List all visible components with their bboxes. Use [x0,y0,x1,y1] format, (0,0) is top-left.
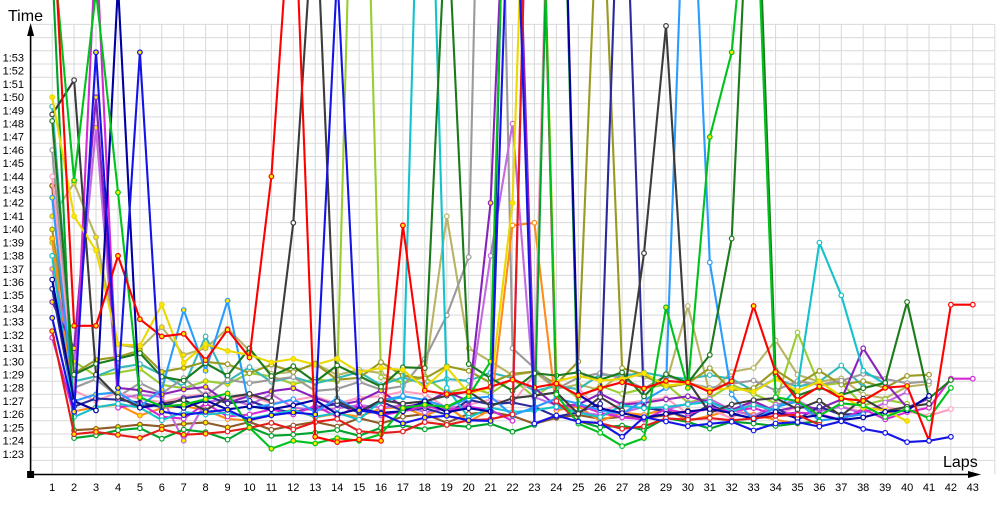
svg-text:23: 23 [528,482,540,494]
svg-text:1:51: 1:51 [3,79,24,91]
svg-text:17: 17 [397,482,409,494]
svg-text:29: 29 [660,482,672,494]
svg-text:18: 18 [419,482,431,494]
svg-text:1:25: 1:25 [3,422,24,434]
svg-text:31: 31 [704,482,716,494]
svg-text:1:31: 1:31 [3,343,24,355]
svg-text:1:49: 1:49 [3,105,24,117]
svg-text:1:45: 1:45 [3,158,24,170]
svg-text:1:24: 1:24 [3,436,24,448]
svg-text:33: 33 [747,482,759,494]
svg-text:1:43: 1:43 [3,185,24,197]
svg-text:1:52: 1:52 [3,66,24,78]
svg-text:Time: Time [8,8,43,25]
svg-text:1:46: 1:46 [3,145,24,157]
svg-text:8: 8 [203,482,209,494]
svg-text:1:38: 1:38 [3,251,24,263]
svg-text:15: 15 [353,482,365,494]
svg-text:38: 38 [857,482,869,494]
svg-text:1:53: 1:53 [3,52,24,64]
svg-text:42: 42 [945,482,957,494]
svg-text:5: 5 [137,482,143,494]
svg-text:12: 12 [287,482,299,494]
svg-text:19: 19 [441,482,453,494]
svg-text:1:23: 1:23 [3,449,24,461]
svg-text:Laps: Laps [943,454,978,471]
svg-text:1:33: 1:33 [3,317,24,329]
svg-text:1:41: 1:41 [3,211,24,223]
svg-text:9: 9 [225,482,231,494]
svg-text:1:42: 1:42 [3,198,24,210]
svg-text:1:37: 1:37 [3,264,24,276]
svg-text:1:28: 1:28 [3,383,24,395]
svg-text:7: 7 [181,482,187,494]
svg-text:40: 40 [901,482,913,494]
svg-text:1:29: 1:29 [3,370,24,382]
svg-text:2: 2 [71,482,77,494]
svg-text:1:30: 1:30 [3,356,24,368]
svg-text:1:26: 1:26 [3,409,24,421]
svg-text:43: 43 [967,482,979,494]
svg-text:28: 28 [638,482,650,494]
svg-text:22: 22 [506,482,518,494]
svg-text:34: 34 [769,482,781,494]
svg-text:1:50: 1:50 [3,92,24,104]
svg-text:14: 14 [331,482,343,494]
svg-text:32: 32 [726,482,738,494]
svg-text:1: 1 [49,482,55,494]
svg-text:1:36: 1:36 [3,277,24,289]
svg-text:27: 27 [616,482,628,494]
svg-text:6: 6 [159,482,165,494]
svg-text:3: 3 [93,482,99,494]
svg-text:35: 35 [791,482,803,494]
svg-text:36: 36 [813,482,825,494]
svg-text:1:39: 1:39 [3,237,24,249]
svg-text:39: 39 [879,482,891,494]
svg-text:1:44: 1:44 [3,171,24,183]
svg-text:16: 16 [375,482,387,494]
svg-text:37: 37 [835,482,847,494]
svg-text:11: 11 [266,482,277,494]
svg-text:1:40: 1:40 [3,224,24,236]
svg-text:1:34: 1:34 [3,303,24,315]
svg-text:26: 26 [594,482,606,494]
svg-text:21: 21 [484,482,496,494]
svg-text:4: 4 [115,482,121,494]
svg-text:30: 30 [682,482,694,494]
svg-text:1:47: 1:47 [3,132,24,144]
svg-text:1:32: 1:32 [3,330,24,342]
svg-text:24: 24 [550,482,562,494]
svg-text:1:35: 1:35 [3,290,24,302]
svg-text:10: 10 [243,482,255,494]
svg-text:1:27: 1:27 [3,396,24,408]
svg-text:41: 41 [923,482,935,494]
svg-text:25: 25 [572,482,584,494]
svg-text:20: 20 [463,482,475,494]
svg-text:13: 13 [309,482,321,494]
svg-text:1:48: 1:48 [3,119,24,131]
